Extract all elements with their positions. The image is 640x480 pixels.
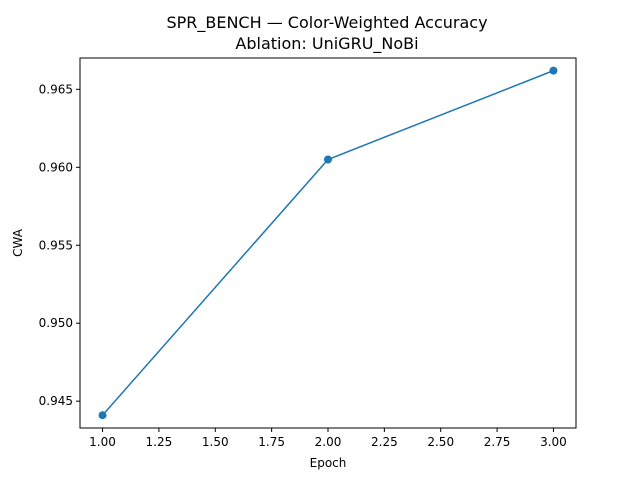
x-tick-label: 2.00: [315, 435, 342, 449]
chart-title: SPR_BENCH — Color-Weighted Accuracy: [166, 13, 487, 33]
x-tick-label: 1.25: [146, 435, 173, 449]
x-tick-label: 3.00: [540, 435, 567, 449]
x-tick-label: 1.00: [89, 435, 116, 449]
x-axis-label: Epoch: [310, 456, 347, 470]
y-tick-label: 0.955: [39, 238, 73, 252]
chart-subtitle: Ablation: UniGRU_NoBi: [235, 34, 418, 54]
x-tick-label: 1.50: [202, 435, 229, 449]
data-point: [549, 66, 558, 75]
data-point: [324, 155, 332, 164]
series-line: [101, 69, 554, 416]
y-axis-label: CWA: [11, 228, 25, 257]
x-axis: 1.00 1.25 1.50 1.75 2.00 2.25 2.50 2.75 3.00: [89, 428, 567, 449]
y-tick-label: 0.945: [39, 394, 73, 408]
y-axis: 0.945 0.950 0.955 0.960 0.965: [39, 82, 80, 408]
x-tick-label: 2.75: [484, 435, 511, 449]
data-point: [98, 411, 107, 420]
x-tick-label: 2.25: [371, 435, 398, 449]
y-tick-label: 0.950: [39, 316, 73, 330]
series-layer: [98, 66, 558, 420]
y-tick-label: 0.960: [39, 160, 73, 174]
plot-area-frame: [79, 57, 577, 429]
x-tick-label: 1.75: [258, 435, 285, 449]
x-tick-label: 2.50: [427, 435, 454, 449]
y-tick-label: 0.965: [39, 82, 73, 96]
